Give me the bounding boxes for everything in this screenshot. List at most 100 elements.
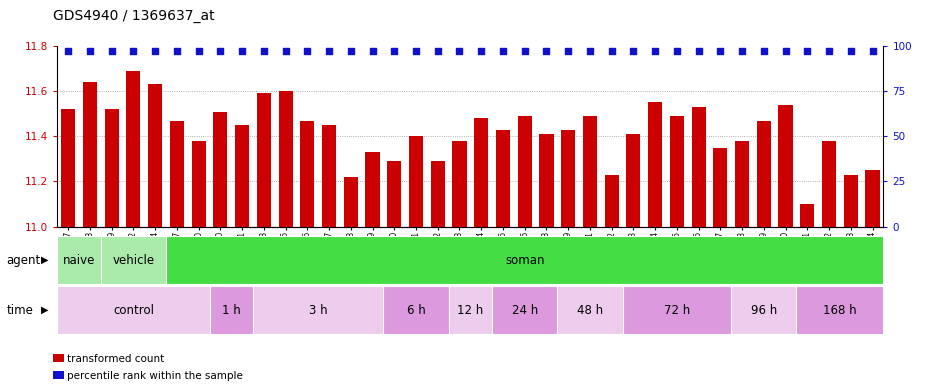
Bar [127,71,141,227]
Text: 6 h: 6 h [407,304,426,316]
Bar [779,105,793,227]
Bar [101,236,166,284]
Text: vehicle: vehicle [112,254,154,266]
Point [517,48,532,54]
Bar [83,82,97,227]
Bar [800,204,814,227]
Bar [322,125,336,227]
Point [169,48,184,54]
Bar [170,121,184,227]
Bar [431,161,445,227]
Bar [257,93,271,227]
Bar [822,141,836,227]
Point [105,48,119,54]
Point [82,48,97,54]
Bar [235,125,249,227]
Bar [278,91,292,227]
Point [713,48,728,54]
Bar [626,134,640,227]
Point [300,48,314,54]
Bar [605,175,619,227]
Text: GDS4940 / 1369637_at: GDS4940 / 1369637_at [53,9,215,23]
Point [387,48,401,54]
Point [561,48,575,54]
Point [148,48,163,54]
Bar [518,116,532,227]
Point [343,48,358,54]
Bar [253,286,384,334]
Bar [452,141,466,227]
Text: soman: soman [505,254,545,266]
Point [844,48,858,54]
Point [691,48,706,54]
Point [409,48,424,54]
Text: control: control [113,304,154,316]
Point [800,48,815,54]
Bar [449,286,492,334]
Bar [344,177,358,227]
Text: transformed count: transformed count [67,354,164,364]
Text: naive: naive [63,254,95,266]
Point [496,48,511,54]
Bar [388,161,401,227]
Point [734,48,749,54]
Text: ▶: ▶ [41,255,48,265]
Bar [409,136,423,227]
Bar [557,286,623,334]
Text: 168 h: 168 h [823,304,857,316]
Bar [57,236,101,284]
Bar [209,286,253,334]
Point [213,48,228,54]
Bar [301,121,314,227]
Point [778,48,793,54]
Text: ▶: ▶ [41,305,48,315]
Text: 1 h: 1 h [222,304,241,316]
Point [648,48,662,54]
Text: 96 h: 96 h [751,304,777,316]
Point [604,48,619,54]
Bar [735,141,749,227]
Bar [105,109,118,227]
Bar [365,152,379,227]
Bar [757,121,771,227]
Point [430,48,445,54]
Point [821,48,836,54]
Point [670,48,684,54]
Bar [732,286,796,334]
Bar [844,175,857,227]
Bar [692,107,706,227]
Point [256,48,271,54]
Text: 72 h: 72 h [664,304,690,316]
Bar [166,236,883,284]
Bar [384,286,449,334]
Point [322,48,337,54]
Point [474,48,488,54]
Text: time: time [6,304,33,316]
Text: 12 h: 12 h [457,304,484,316]
Point [626,48,641,54]
Point [278,48,293,54]
Bar [670,116,684,227]
Point [757,48,771,54]
Bar [148,84,162,227]
Bar [492,286,557,334]
Text: 3 h: 3 h [309,304,327,316]
Bar [61,109,75,227]
Point [126,48,141,54]
Bar [648,103,662,227]
Bar [214,111,228,227]
Point [539,48,554,54]
Bar [539,134,553,227]
Point [452,48,467,54]
Bar [583,116,597,227]
Point [61,48,76,54]
Text: agent: agent [6,254,41,266]
Point [865,48,880,54]
Point [191,48,206,54]
Bar [866,170,880,227]
Bar [191,141,205,227]
Bar [713,147,727,227]
Text: 48 h: 48 h [577,304,603,316]
Point [365,48,380,54]
Text: 24 h: 24 h [512,304,537,316]
